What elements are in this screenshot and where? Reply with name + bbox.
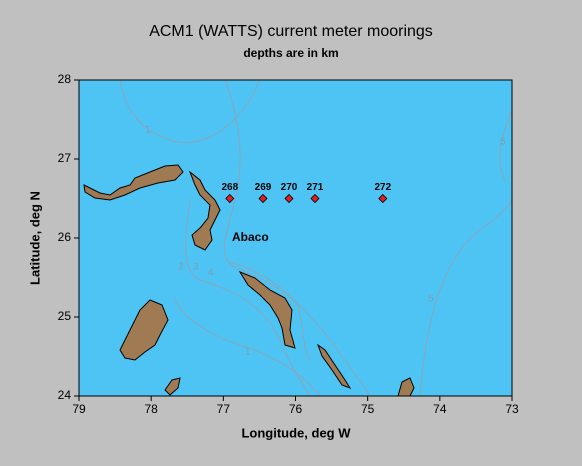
place-label: Abaco — [232, 230, 269, 244]
title: ACM1 (WATTS) current meter moorings — [149, 23, 433, 40]
mooring-label: 269 — [255, 182, 272, 193]
x-tick-label: 79 — [72, 402, 86, 416]
mooring-marker — [258, 193, 268, 204]
x-tick-label: 76 — [289, 402, 303, 416]
mooring-marker — [378, 193, 388, 204]
contour-label: 5 — [428, 294, 434, 305]
mooring-label: 268 — [221, 182, 238, 193]
x-tick-label: 73 — [505, 402, 519, 416]
contour-label: 4 — [208, 268, 214, 279]
y-tick-label: 26 — [58, 230, 72, 244]
contour-label: 2 — [178, 262, 184, 273]
contour-label: 5 — [500, 137, 506, 148]
subtitle: depths are in km — [243, 46, 338, 60]
x-tick-label: 78 — [144, 402, 158, 416]
x-axis-label: Longitude, deg W — [241, 425, 351, 440]
mooring-label: 271 — [307, 182, 324, 193]
contour-label: 1 — [245, 347, 251, 358]
mooring-marker — [310, 193, 320, 204]
mooring-marker — [225, 193, 235, 204]
mooring-label: 270 — [281, 182, 298, 193]
y-tick-label: 24 — [58, 388, 72, 402]
contour-label: 1 — [145, 125, 151, 136]
y-tick-label: 28 — [58, 72, 72, 86]
x-tick-label: 77 — [217, 402, 231, 416]
mooring-label: 272 — [374, 182, 391, 193]
x-tick-label: 75 — [361, 402, 375, 416]
x-tick-label: 74 — [433, 402, 447, 416]
y-axis-label: Latitude, deg N — [27, 191, 42, 285]
mooring-marker — [284, 193, 294, 204]
land — [83, 164, 415, 397]
y-tick-label: 25 — [58, 309, 72, 323]
contour-label: 3 — [193, 262, 199, 273]
y-tick-label: 27 — [58, 151, 72, 165]
bathymetry-contours — [119, 79, 513, 397]
